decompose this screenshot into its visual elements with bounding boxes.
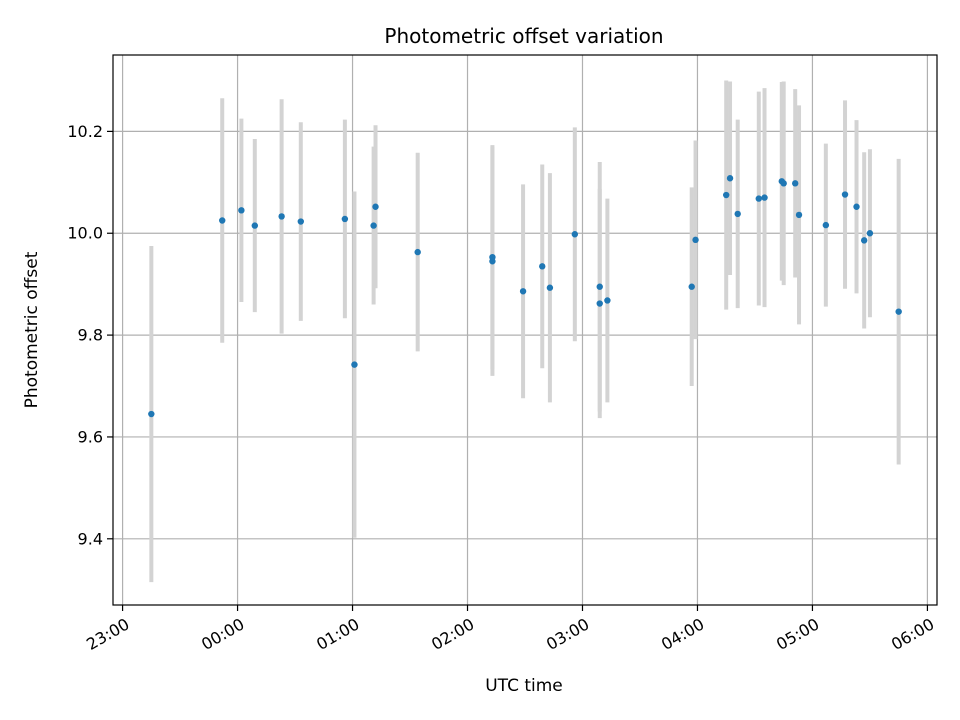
data-point: [853, 203, 860, 210]
data-point: [414, 248, 421, 256]
x-tick-label: 00:00: [198, 614, 247, 654]
data-point: [546, 284, 554, 291]
data-point: [688, 283, 695, 290]
data-point: [519, 288, 527, 295]
data-point: [780, 180, 787, 187]
error-bars: [149, 80, 901, 583]
data-point: [692, 236, 699, 244]
data-point: [278, 213, 285, 220]
x-tick-label: 06:00: [888, 614, 937, 654]
y-axis-label: Photometric offset: [22, 251, 42, 408]
x-tick-label: 03:00: [543, 614, 592, 654]
data-point: [734, 210, 741, 218]
plot-frame: [112, 54, 938, 606]
data-point: [866, 230, 874, 237]
data-point: [761, 194, 768, 201]
data-point: [219, 217, 226, 224]
y-tick-label: 10.0: [67, 224, 103, 243]
x-axis-label: UTC time: [485, 676, 563, 696]
y-tick-label: 9.8: [78, 326, 103, 345]
data-point: [596, 283, 603, 290]
data-point: [860, 237, 868, 244]
y-tick-label: 9.4: [78, 529, 103, 548]
axis-ticks: 23:00 00:00 01:00 02:00 03:00 04:00 05:00 06:00…: [67, 122, 937, 654]
data-point: [238, 207, 245, 214]
data-points: [148, 175, 902, 418]
data-point: [370, 222, 377, 229]
data-point: [341, 215, 349, 223]
y-tick-label: 9.6: [78, 427, 103, 446]
data-point: [297, 218, 304, 225]
data-point: [822, 221, 830, 229]
data-point: [791, 180, 799, 187]
chart-title: Photometric offset variation: [384, 24, 663, 48]
y-tick-label: 10.2: [67, 122, 103, 141]
x-tick-label: 23:00: [83, 614, 132, 654]
x-tick-label: 05:00: [773, 614, 822, 654]
data-point: [148, 410, 155, 418]
data-point: [251, 222, 259, 229]
data-point: [755, 195, 762, 202]
data-point: [723, 191, 730, 199]
data-point: [895, 308, 902, 315]
data-point: [795, 211, 803, 219]
data-point: [596, 300, 603, 307]
x-tick-label: 04:00: [658, 614, 707, 654]
data-point: [571, 231, 579, 238]
data-point: [372, 203, 379, 210]
data-point: [604, 297, 611, 304]
data-point: [539, 263, 546, 270]
data-point: [726, 175, 734, 182]
data-point: [351, 361, 358, 368]
data-point: [841, 191, 849, 198]
x-tick-label: 01:00: [313, 614, 362, 654]
x-tick-label: 02:00: [428, 614, 477, 654]
data-point: [489, 253, 496, 261]
